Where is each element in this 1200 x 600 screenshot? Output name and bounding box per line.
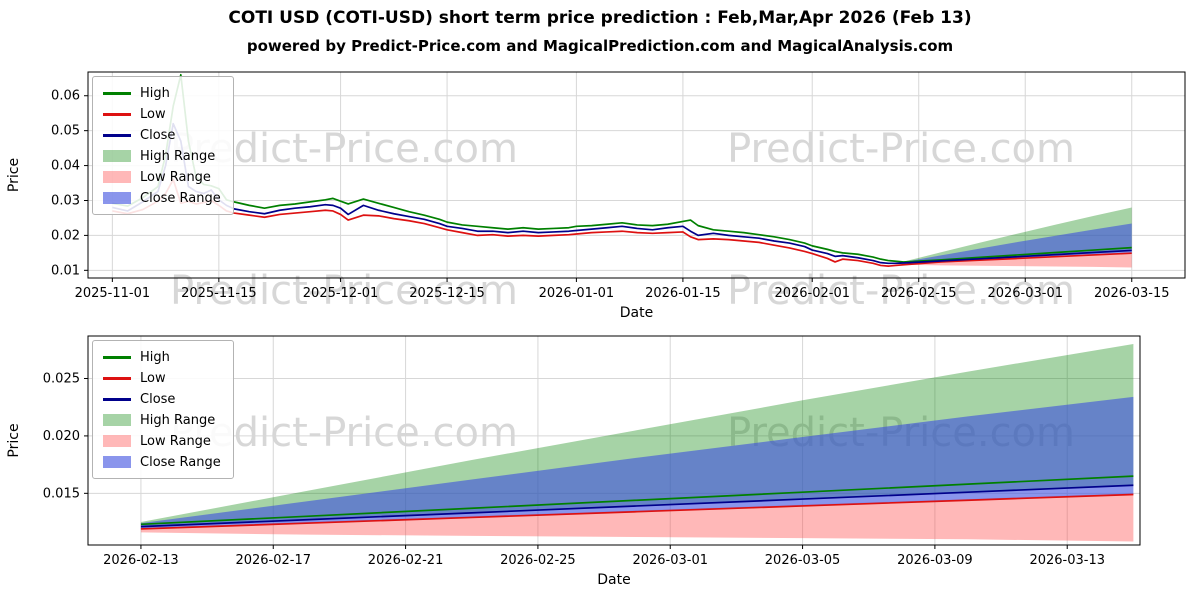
x-tick-label: 2026-02-15 [881,286,957,301]
legend-label: Low [140,106,166,122]
low-line-swatch [103,376,131,380]
legend-item: Close Range [103,454,221,470]
x-tick-label: 2026-03-05 [765,553,841,568]
high-line [140,475,1134,526]
y-tick-label: 0.04 [51,159,80,174]
x-tick-label: 2026-01-01 [539,286,615,301]
y-tick-label: 0.025 [43,371,80,386]
legend-item: Close [103,127,221,143]
close-line-swatch [103,397,131,401]
plot-frame [87,335,1141,546]
x-tick-label: 2026-02-13 [103,553,179,568]
x-tick-label: 2026-02-21 [368,553,444,568]
legend-label: High Range [140,412,216,428]
legend-label: Close [140,127,176,143]
x-tick-label: 2025-11-15 [181,286,257,301]
low-line [140,493,1134,530]
legend-label: Close [140,391,176,407]
x-tick-label: 2026-03-13 [1029,553,1105,568]
x-tick-label: 2025-11-01 [75,286,151,301]
x-axis-label: Date [597,572,630,588]
legend-item: High Range [103,412,221,428]
x-tick-label: 2026-03-09 [897,553,973,568]
y-tick-label: 0.06 [51,89,80,104]
low-range-band [140,493,1134,542]
close-line-swatch [103,133,131,137]
legend-label: Low [140,370,166,386]
high-range-swatch [103,414,131,426]
high-range-swatch [103,150,131,162]
legend-item: Close Range [103,190,221,206]
high-line [112,73,1132,263]
x-tick-label: 2026-02-01 [774,286,850,301]
y-axis-label: Price [6,423,22,457]
close-line [140,484,1134,528]
low-range-swatch [103,435,131,447]
y-tick-label: 0.01 [51,263,80,278]
x-tick-label: 2026-02-17 [235,553,311,568]
legend-label: High Range [140,148,216,164]
y-axis-label: Price [6,158,22,192]
legend-label: Low Range [140,433,211,449]
close-range-swatch [103,192,131,204]
legend-label: Low Range [140,169,211,185]
legend-label: High [140,85,170,101]
legend-item: Low Range [103,169,221,185]
legend-item: Low [103,370,221,386]
y-tick-label: 0.020 [43,429,80,444]
x-tick-label: 2026-01-15 [645,286,721,301]
low-range-swatch [103,171,131,183]
x-tick-label: 2025-12-15 [409,286,485,301]
x-tick-label: 2026-02-25 [500,553,576,568]
y-tick-label: 0.015 [43,486,80,501]
high-line-swatch [103,91,131,95]
x-axis-label: Date [620,305,653,321]
x-tick-label: 2026-03-15 [1094,286,1170,301]
legend-label: Close Range [140,190,221,206]
chart-subtitle: powered by Predict-Price.com and Magical… [246,37,954,55]
legend-item: Close [103,391,221,407]
x-tick-label: 2025-12-01 [303,286,379,301]
y-tick-label: 0.03 [51,193,80,208]
legend-item: High [103,85,221,101]
high-line-swatch [103,355,131,359]
legend-top-chart: High Low Close High Range Low Range Close Ran… [92,76,234,215]
low-line-swatch [103,112,131,116]
plot-frame [87,71,1186,279]
close-range-swatch [103,456,131,468]
y-tick-label: 0.05 [51,124,80,139]
x-tick-label: 2026-03-01 [632,553,708,568]
legend-label: High [140,349,170,365]
legend-bottom-chart: High Low Close High Range Low Range Close Ran… [92,340,234,479]
legend-item: High [103,349,221,365]
chart-title: COTI USD (COTI-USD) short term price pre… [228,8,972,28]
legend-item: Low Range [103,433,221,449]
x-tick-label: 2026-03-01 [987,286,1063,301]
legend-item: High Range [103,148,221,164]
legend-item: Low [103,106,221,122]
close-line [112,122,1132,265]
y-tick-label: 0.02 [51,228,80,243]
legend-label: Close Range [140,454,221,470]
